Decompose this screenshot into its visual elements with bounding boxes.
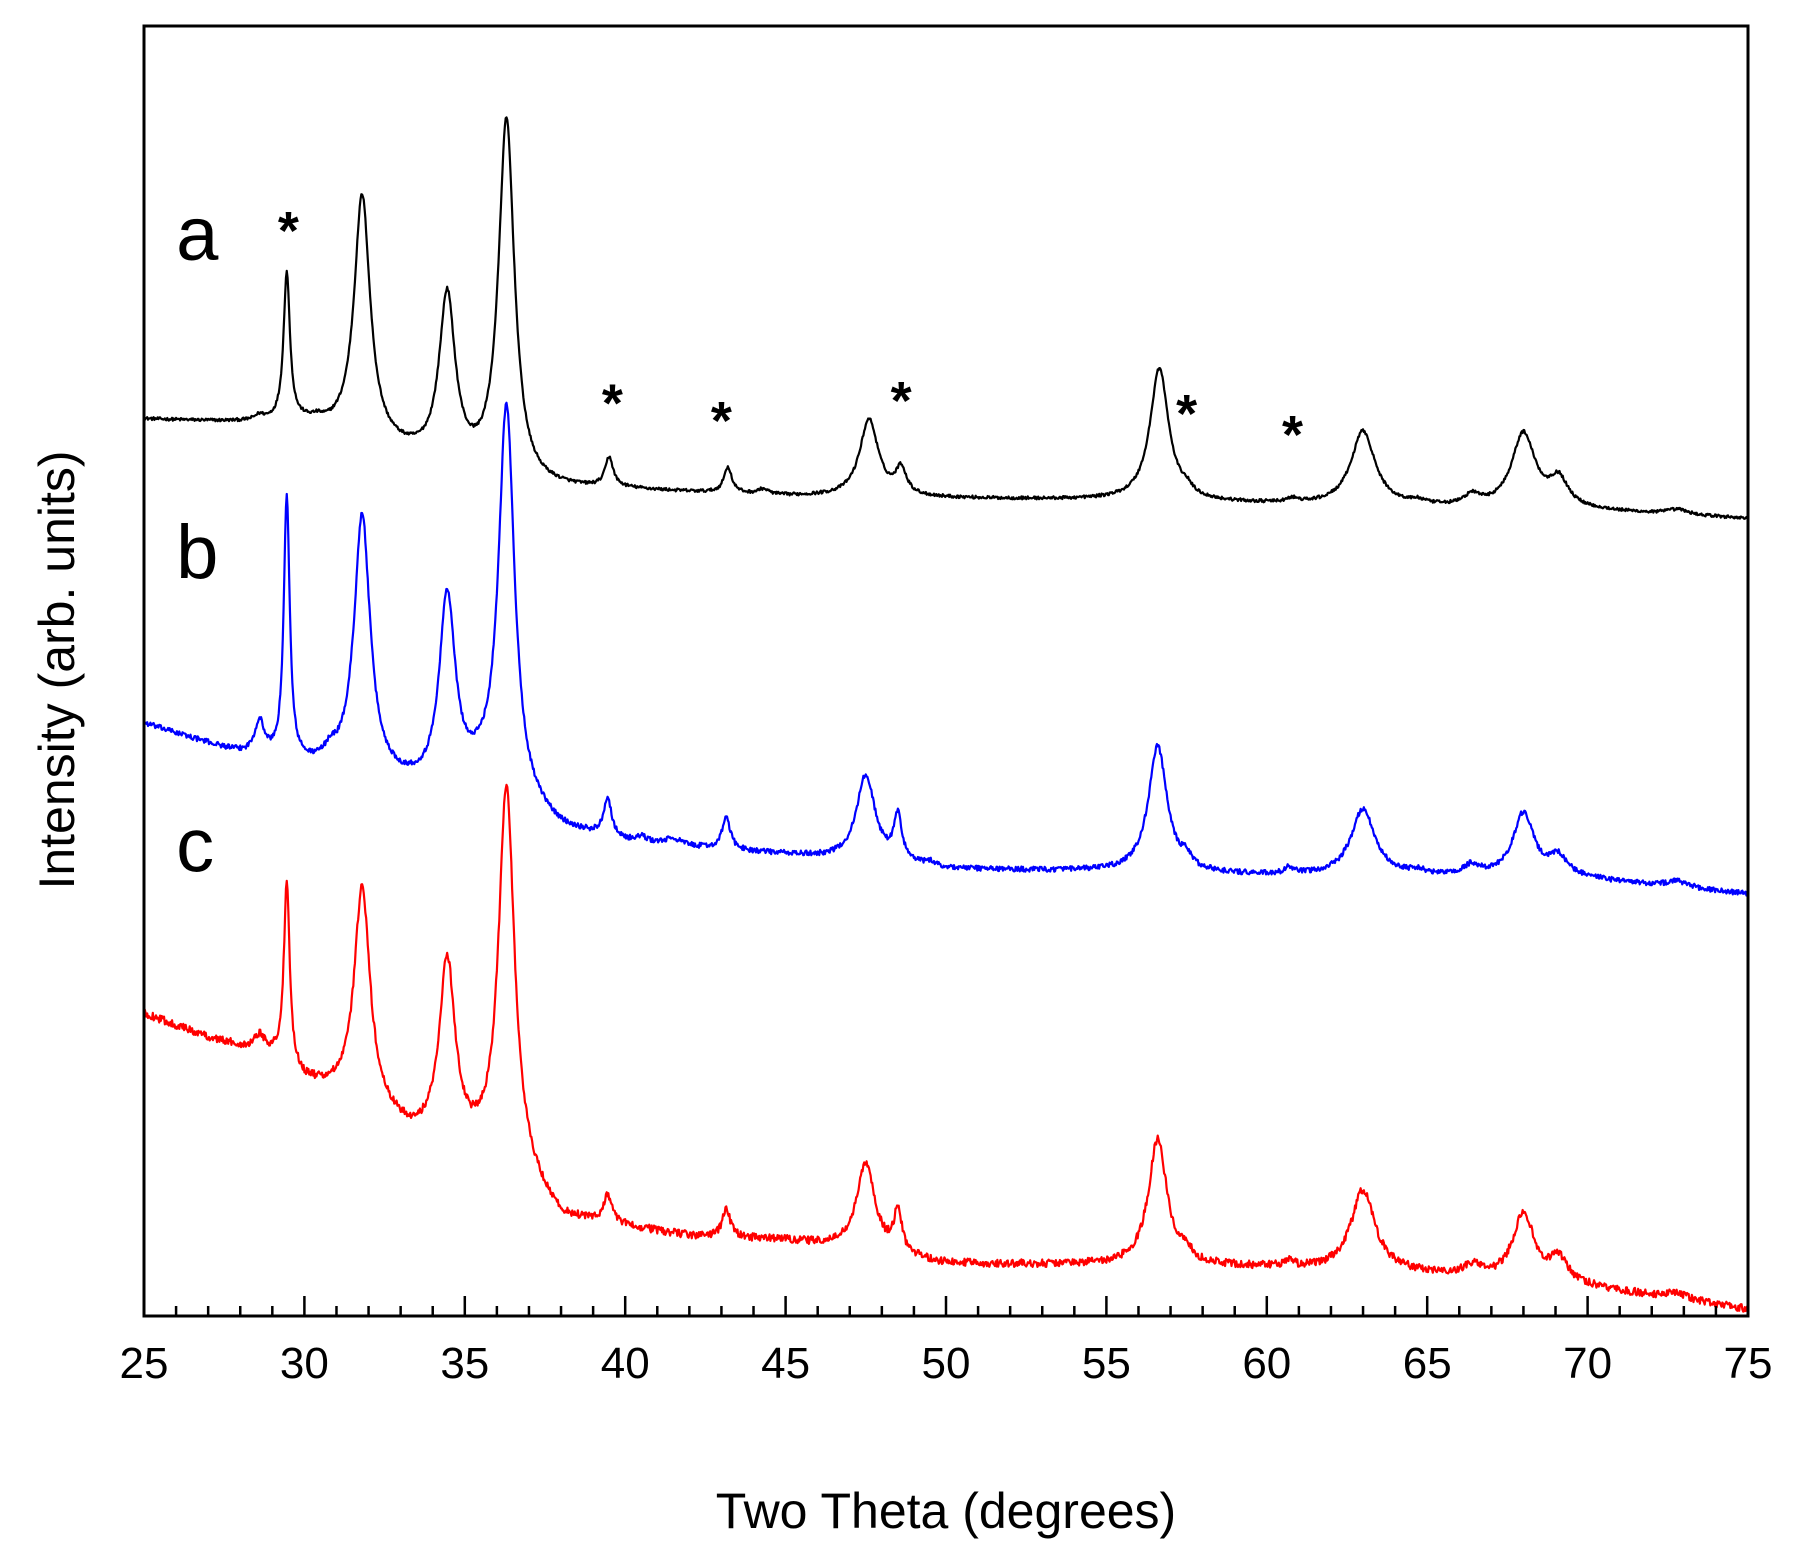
x-tick-label: 60 [1242, 1339, 1291, 1388]
peak-marker: * [278, 201, 299, 261]
x-tick-label: 40 [601, 1339, 650, 1388]
peak-marker: * [891, 371, 912, 431]
series-c-line [142, 783, 1749, 1313]
y-axis-title: Intensity (arb. units) [29, 450, 85, 889]
series-a-line [143, 116, 1749, 520]
x-axis-title: Two Theta (degrees) [716, 1483, 1176, 1539]
x-tick-label: 70 [1563, 1339, 1612, 1388]
series-label-a: a [176, 192, 219, 277]
x-tick-label: 45 [761, 1339, 810, 1388]
plot-frame [142, 24, 1750, 1318]
x-tick-label: 65 [1403, 1339, 1452, 1388]
series-b-line [143, 401, 1750, 897]
series-layer [142, 116, 1750, 1313]
x-tick-label: 35 [440, 1339, 489, 1388]
x-tick-label: 25 [120, 1339, 169, 1388]
x-tick-label: 75 [1724, 1339, 1773, 1388]
series-label-c: c [176, 803, 214, 888]
x-tick-label: 50 [922, 1339, 971, 1388]
peak-marker: * [602, 374, 623, 434]
peak-marker: * [1176, 384, 1197, 444]
series-label-b: b [176, 510, 218, 595]
series-label-layer: a b c [176, 192, 219, 888]
peak-marker: * [1282, 405, 1303, 465]
x-tick-label: 55 [1082, 1339, 1131, 1388]
annotation-layer: * * * * * * [278, 201, 1303, 465]
peak-marker: * [711, 391, 732, 451]
x-tick-label: 30 [280, 1339, 329, 1388]
